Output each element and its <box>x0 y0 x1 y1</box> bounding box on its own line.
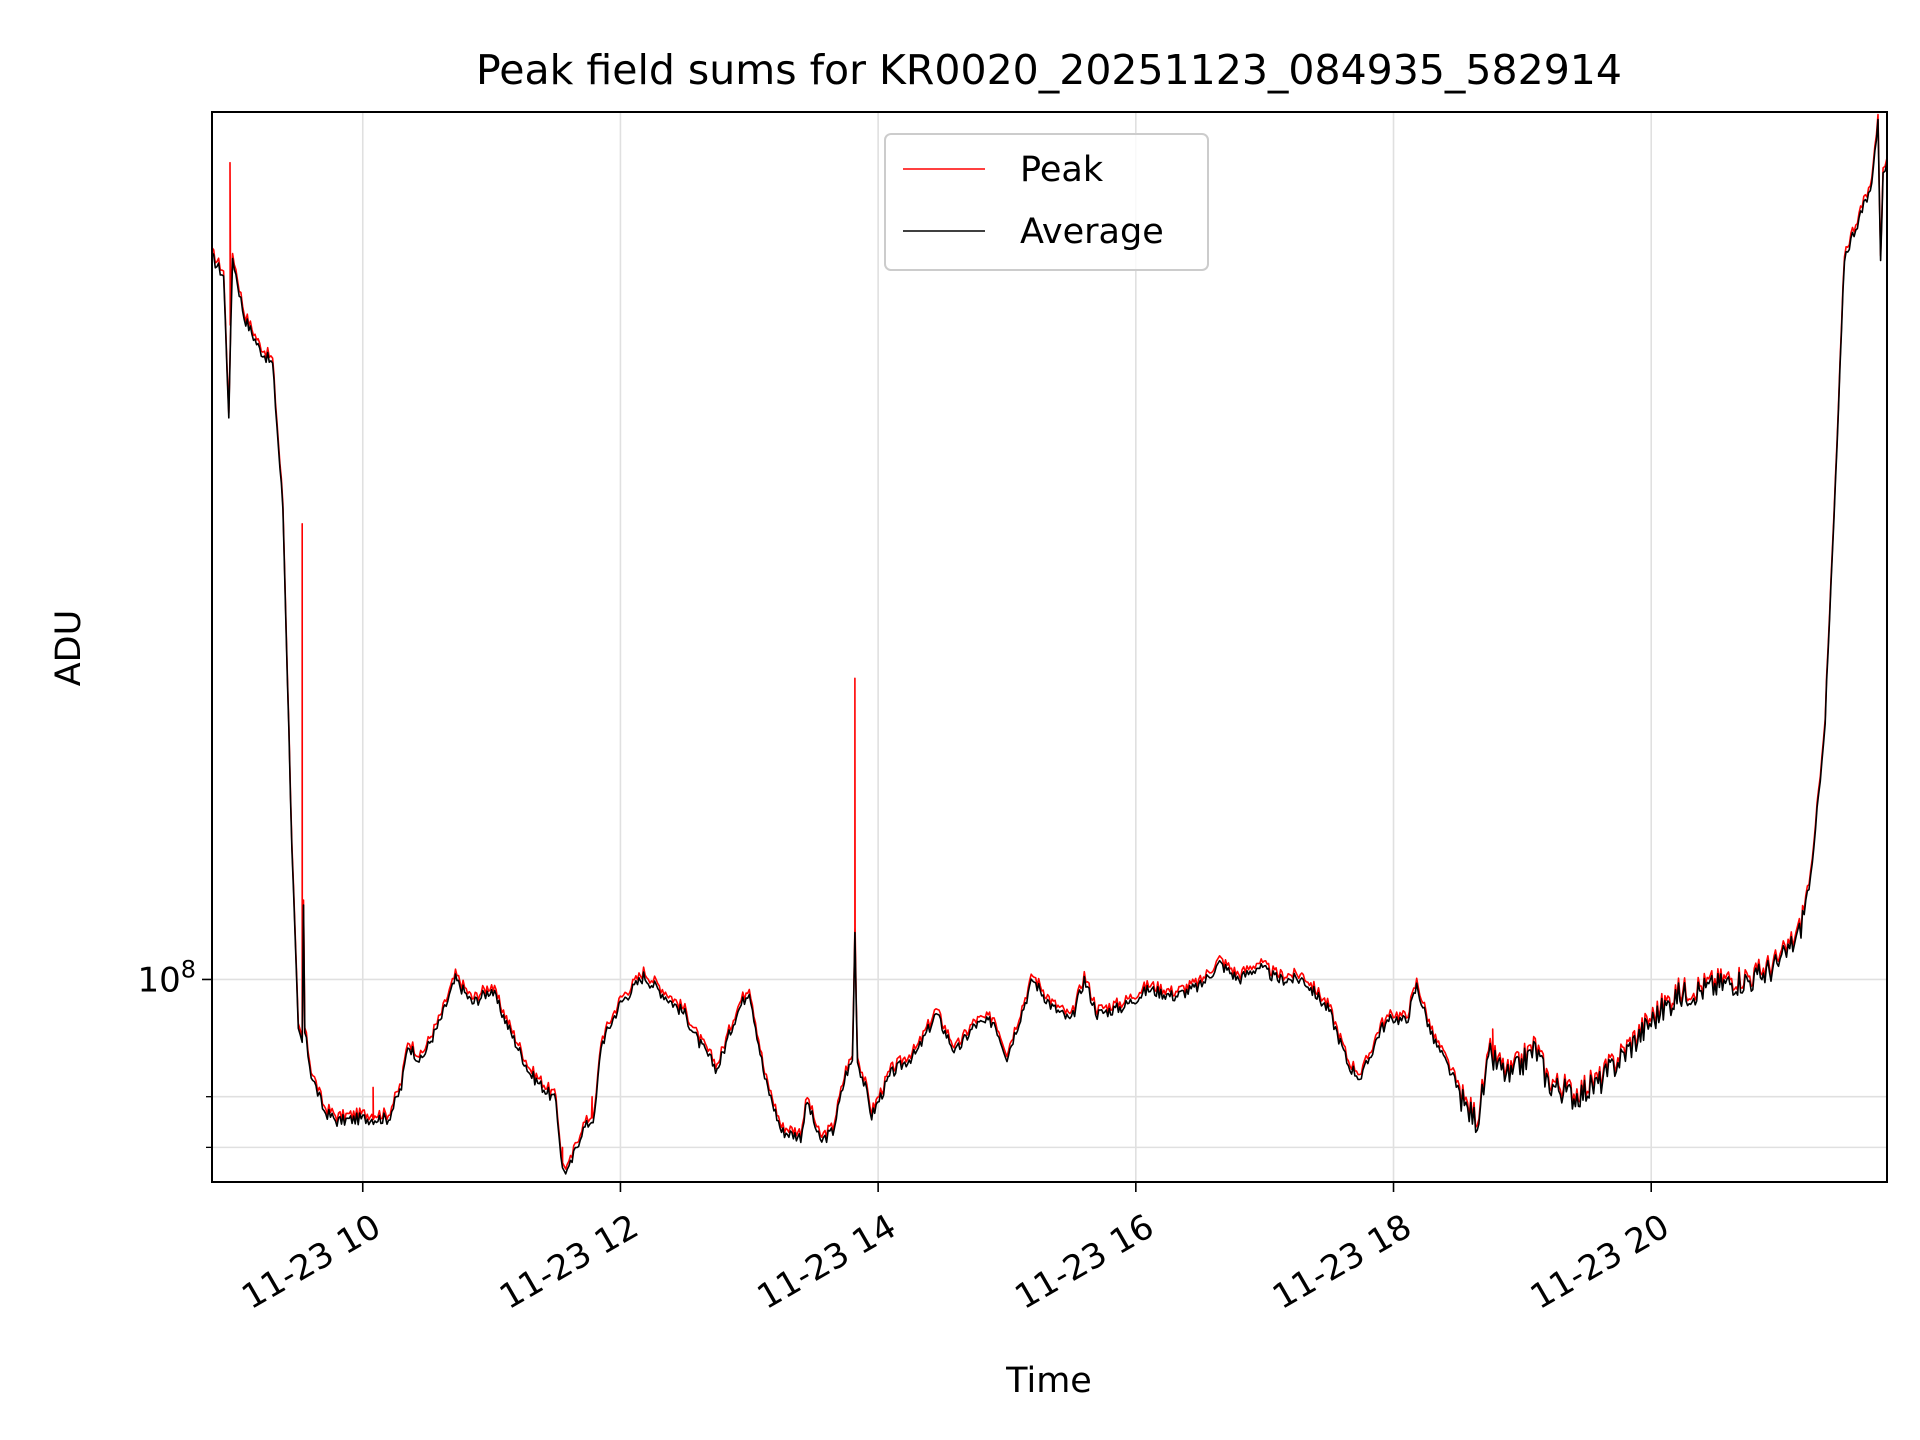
legend: Peak Average <box>884 133 1209 271</box>
grid <box>212 112 1887 1182</box>
y-axis-label: ADU <box>49 610 89 687</box>
legend-peak-label: Peak <box>1020 150 1104 190</box>
y-tick-label: 108 <box>137 955 196 1000</box>
chart-title: Peak field sums for KR0020_20251123_0849… <box>476 46 1622 94</box>
series-peak-line <box>211 113 1888 1170</box>
x-axis-label: Time <box>1005 1361 1092 1401</box>
legend-average-label: Average <box>1020 212 1164 252</box>
plot-frame <box>211 111 1888 1183</box>
legend-box <box>884 133 1209 271</box>
series-average-line <box>211 118 1888 1175</box>
series-layer <box>211 113 1888 1175</box>
